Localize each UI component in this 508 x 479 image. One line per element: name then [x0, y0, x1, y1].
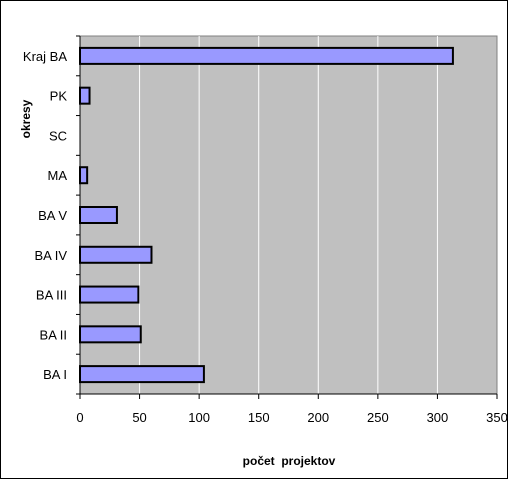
category-label: BA II	[40, 327, 67, 342]
bar	[79, 245, 153, 264]
x-tick-labels: 0 50 100 150 200 250 300 350	[76, 410, 507, 425]
category-label: SC	[49, 128, 67, 143]
x-tick-label: 300	[427, 410, 449, 425]
x-ticks	[79, 394, 498, 399]
x-tick-label: 150	[248, 410, 270, 425]
plot-area	[79, 35, 498, 395]
category-label: BA I	[43, 367, 67, 382]
x-tick-label: 50	[132, 410, 146, 425]
category-label: Kraj BA	[23, 49, 67, 64]
x-tick-label: 100	[188, 410, 210, 425]
bar	[79, 325, 142, 344]
bar	[79, 285, 140, 304]
category-labels: Kraj BA PK SC MA BA V BA IV BA III BA II BA I	[23, 49, 67, 382]
bar	[79, 46, 454, 65]
bars	[79, 46, 454, 384]
y-axis-title: okresy	[19, 99, 33, 138]
bar	[79, 86, 91, 105]
x-axis-title: počet projektov	[243, 454, 336, 468]
category-label: MA	[48, 168, 68, 183]
category-label: PK	[50, 89, 68, 104]
category-label: BA IV	[34, 248, 67, 263]
x-tick-label: 0	[76, 410, 83, 425]
x-tick-label: 350	[486, 410, 508, 425]
x-tick-label: 200	[307, 410, 329, 425]
x-tick-label: 250	[367, 410, 389, 425]
category-label: BA III	[36, 288, 67, 303]
bar	[79, 166, 89, 185]
y-ticks	[76, 35, 80, 395]
category-label: BA V	[38, 208, 67, 223]
bar	[79, 365, 205, 384]
bar	[79, 206, 118, 224]
